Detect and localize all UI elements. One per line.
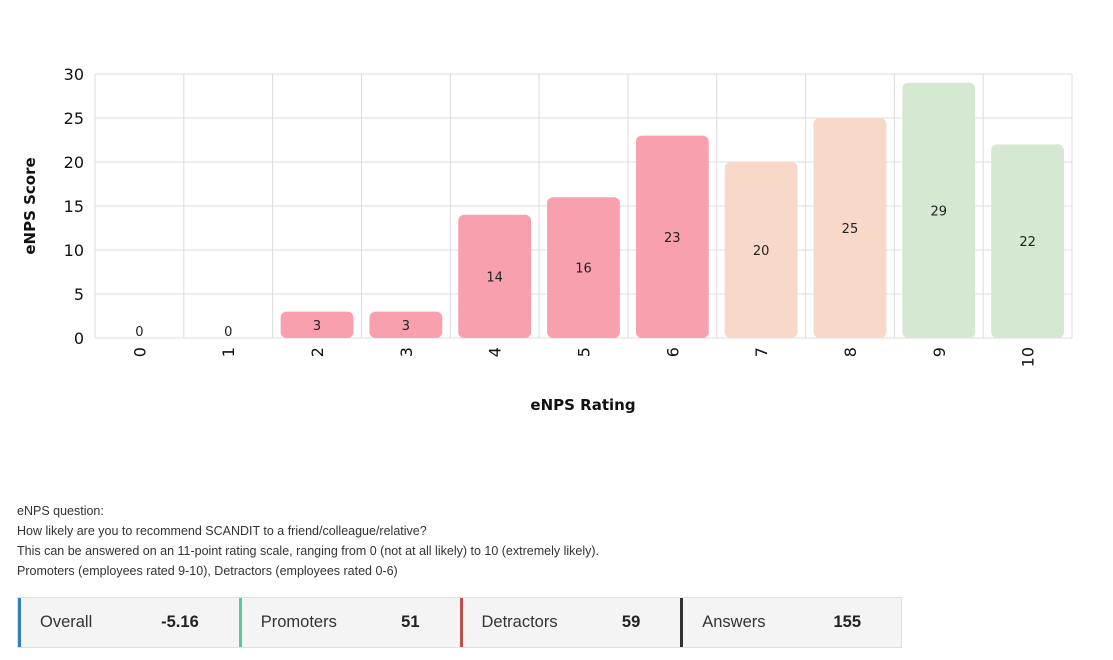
stat-promoters-value: 51 — [401, 613, 420, 631]
description-heading: eNPS question: — [17, 504, 104, 518]
bar — [369, 311, 443, 338]
bar-value-label: 22 — [1019, 235, 1036, 250]
bar — [280, 311, 354, 338]
bar-value-label: 25 — [842, 222, 859, 237]
bar — [635, 135, 709, 338]
bar-value-label: 29 — [930, 204, 947, 219]
y-tick-label: 5 — [74, 285, 84, 304]
stat-promoters: Promoters 51 — [238, 598, 460, 647]
enps-description: eNPS question: How likely are you to rec… — [17, 501, 599, 581]
stat-overall-label: Overall — [40, 613, 93, 631]
bar-value-label: 23 — [664, 231, 681, 246]
stat-answers-label: Answers — [702, 613, 766, 631]
x-tick-label: 0 — [130, 347, 149, 357]
y-axis-title: eNPS Score — [21, 157, 39, 254]
bar — [902, 82, 976, 338]
x-tick-label: 8 — [841, 347, 860, 357]
stat-answers: Answers 155 — [680, 598, 901, 647]
bar-value-label: 20 — [753, 244, 770, 259]
x-axis-ticks: 0 1 2 3 4 5 6 7 8 9 10 — [130, 347, 1037, 367]
x-tick-label: 9 — [930, 347, 949, 357]
stat-overall-value: -5.16 — [161, 613, 199, 631]
bars — [280, 82, 1064, 338]
bar-value-label: 3 — [402, 319, 410, 334]
x-axis-title: eNPS Rating — [530, 396, 635, 414]
x-tick-label: 4 — [486, 347, 505, 357]
x-tick-label: 6 — [663, 347, 682, 357]
bar-value-label: 0 — [224, 325, 232, 340]
bar-value-label: 3 — [313, 319, 321, 334]
grid-lines — [94, 73, 1073, 339]
x-tick-label: 1 — [219, 347, 238, 357]
bar — [813, 118, 887, 338]
stat-answers-value: 155 — [833, 613, 861, 631]
x-tick-label: 10 — [1019, 347, 1038, 367]
bar-value-label: 16 — [575, 262, 592, 277]
x-tick-label: 7 — [752, 347, 771, 357]
y-tick-label: 0 — [74, 329, 84, 348]
stat-detractors: Detractors 59 — [459, 598, 681, 647]
y-tick-label: 10 — [64, 241, 84, 260]
bar — [458, 214, 532, 338]
stat-detractors-value: 59 — [621, 613, 641, 631]
stat-promoters-label: Promoters — [260, 613, 337, 631]
bar — [547, 197, 620, 338]
description-scale: This can be answered on an 11-point rati… — [17, 544, 599, 558]
bar-value-label: 0 — [135, 325, 143, 340]
x-tick-label: 2 — [308, 347, 327, 357]
bar — [724, 162, 798, 338]
stat-overall: Overall -5.16 — [18, 598, 239, 647]
x-tick-label: 5 — [575, 347, 594, 357]
x-tick-label: 3 — [397, 347, 416, 357]
stat-detractors-label: Detractors — [481, 613, 558, 631]
y-tick-label: 20 — [64, 153, 84, 172]
y-axis-ticks: 0 5 10 15 20 25 30 — [64, 65, 84, 348]
description-groups: Promoters (employees rated 9-10), Detrac… — [17, 564, 398, 578]
stats-bar: Overall -5.16 Promoters 51 Detractors 59… — [17, 597, 902, 648]
bar — [991, 144, 1064, 338]
bar-value-label: 14 — [486, 270, 503, 285]
y-tick-label: 30 — [64, 65, 84, 84]
y-tick-label: 25 — [64, 109, 84, 128]
y-tick-label: 15 — [64, 197, 84, 216]
description-question: How likely are you to recommend SCANDIT … — [17, 524, 427, 538]
bar-data-labels: 0 0 3 3 14 16 23 20 25 29 22 — [135, 204, 1036, 340]
